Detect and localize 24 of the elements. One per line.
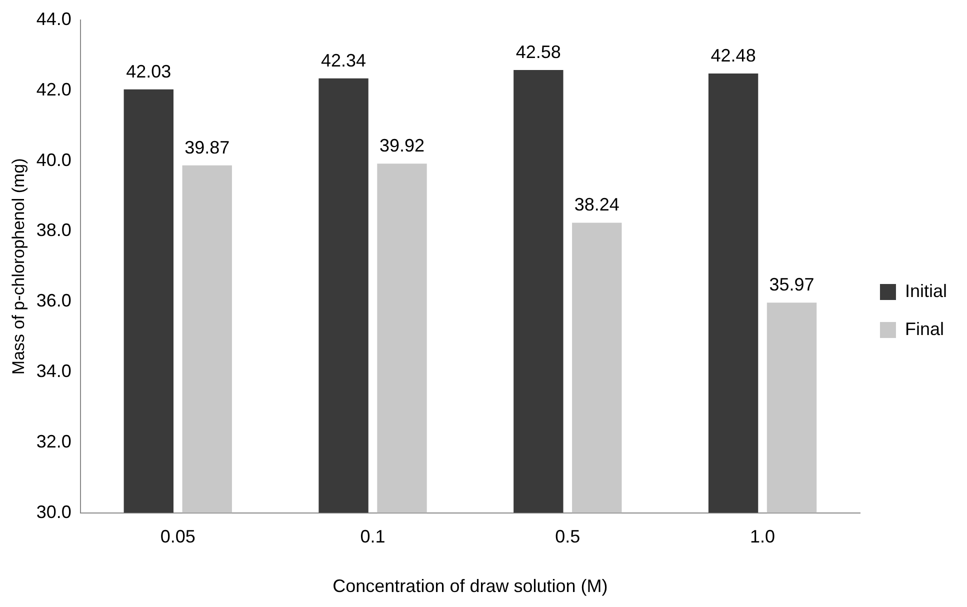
y-tick-label: 30.0 xyxy=(36,502,72,522)
legend-label: Final xyxy=(904,318,944,339)
data-label: 35.97 xyxy=(769,274,814,295)
data-label: 42.58 xyxy=(516,42,561,62)
legend-label: Initial xyxy=(904,280,948,301)
y-tick-label: 42.0 xyxy=(36,79,72,100)
x-tick-label: 1.0 xyxy=(750,526,776,547)
data-label: 42.34 xyxy=(321,50,366,70)
y-tick-label: 32.0 xyxy=(36,431,72,452)
data-label: 39.87 xyxy=(184,137,230,158)
y-tick-label: 34.0 xyxy=(36,360,72,381)
x-tick-label: 0.1 xyxy=(360,526,386,547)
y-tick-label: 38.0 xyxy=(36,220,72,240)
data-label: 38.24 xyxy=(574,194,620,215)
y-tick-label: 44.0 xyxy=(36,8,72,29)
data-label: 39.92 xyxy=(379,136,425,156)
y-tick-label: 40.0 xyxy=(36,150,72,170)
x-tick-label: 0.05 xyxy=(160,526,196,547)
x-axis-title: Concentration of draw solution (M) xyxy=(332,576,608,596)
y-axis-title: Mass of p-chlorophenol (mg) xyxy=(8,158,28,375)
y-tick-label: 36.0 xyxy=(36,290,72,311)
x-tick-label: 0.5 xyxy=(555,526,580,547)
data-label: 42.03 xyxy=(126,61,172,82)
data-label: 42.48 xyxy=(710,45,756,66)
